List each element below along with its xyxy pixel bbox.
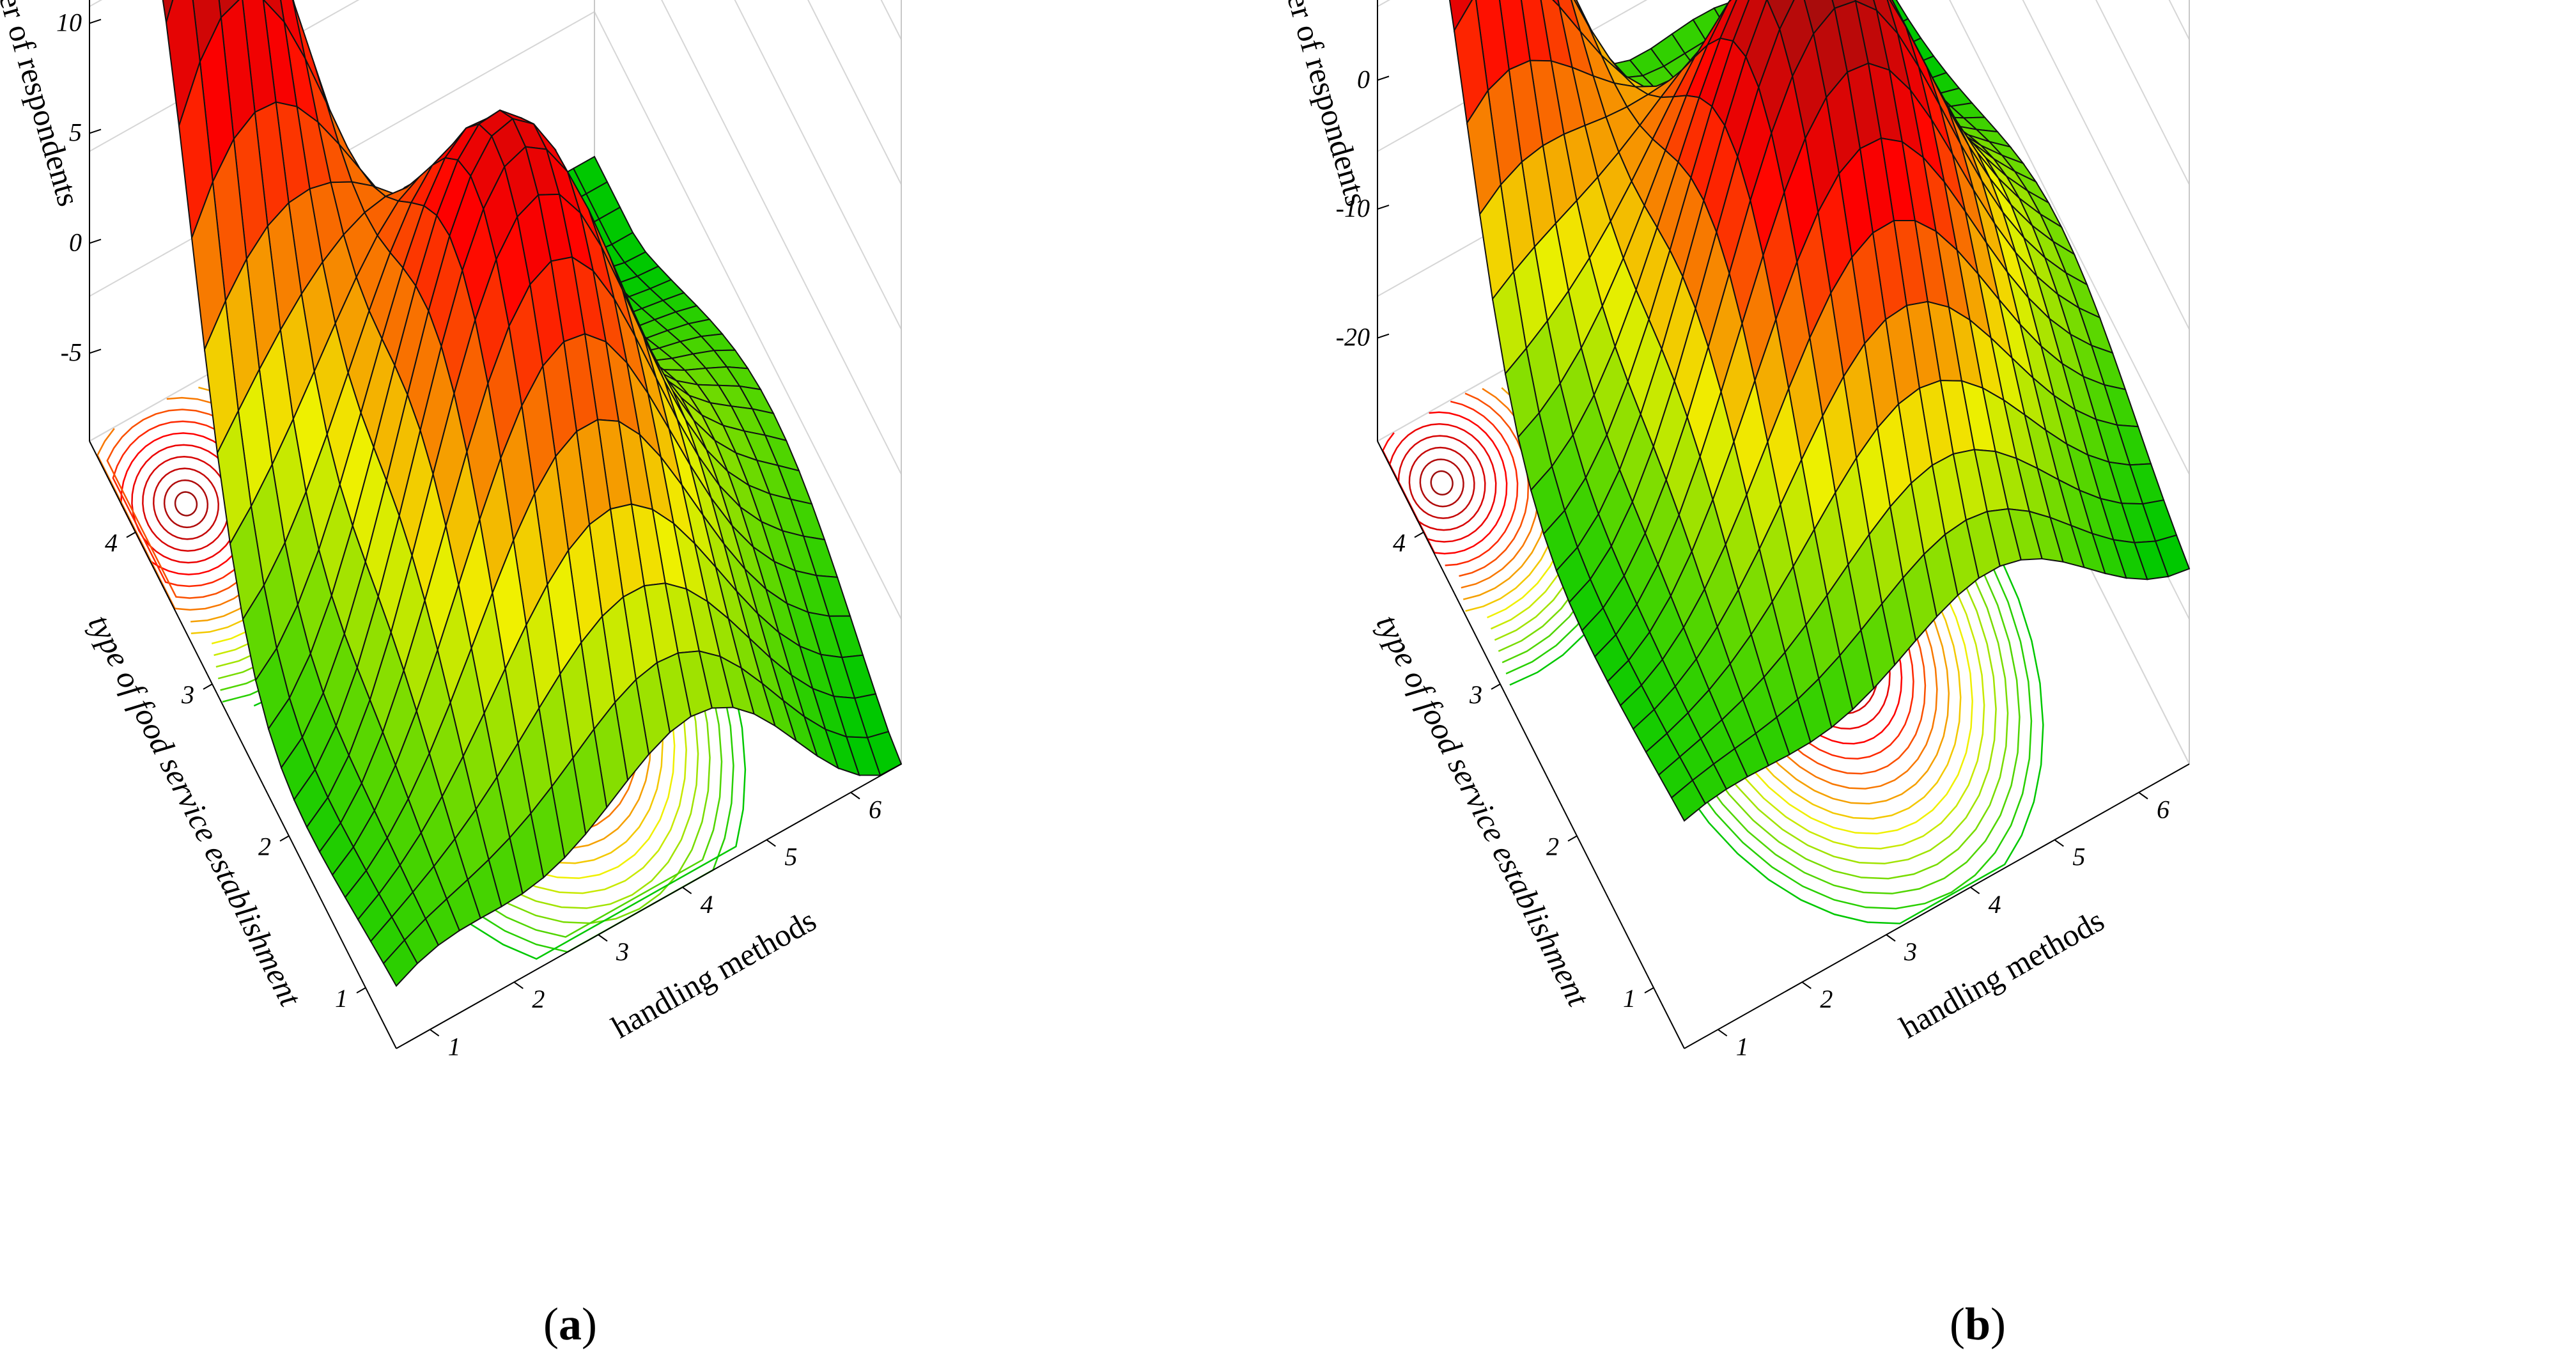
y-tick [598,934,608,942]
x-tick [279,835,290,842]
y-tick-label: 6 [2157,795,2169,824]
contour-line [1408,446,1475,519]
y-tick [766,839,776,847]
x-tick [203,683,213,690]
contour-line [131,444,241,564]
chart-panel-a: -505101520251234123456number of responde… [0,0,903,1350]
y-tick [682,887,692,894]
contour-line [153,467,219,540]
contour-line [1445,400,1519,566]
x-tick-label: 2 [1546,832,1559,861]
y-tick-label: 3 [616,937,629,966]
z-tick-label: -10 [1336,194,1370,222]
x-tick [356,987,366,994]
x-tick [126,531,136,538]
y-tick-label: 6 [869,795,881,824]
contour-line [1430,470,1454,496]
y-tick [1801,981,1812,989]
y-tick-label: 2 [1820,985,1833,1013]
x-tick-label: 3 [181,680,194,709]
surface-cell [1448,0,1473,33]
surface-plot-b: -20-1001020301234123456number of respond… [1288,0,2191,1061]
y-tick [850,791,860,800]
y-tick [1970,887,1980,894]
z-tick-label: 0 [69,228,82,256]
x-tick-label: 4 [105,529,118,557]
z-tick-label: -5 [61,338,82,366]
z-tick [89,19,102,24]
z-tick-label: 10 [56,8,82,36]
surface-cell [382,939,419,987]
x-tick-label: 1 [1623,984,1636,1013]
z-tick [89,238,102,244]
contour-line [174,491,198,517]
x-tick-label: 4 [1393,529,1406,557]
y-tick-label: 3 [1904,937,1917,966]
z-axis-title: number of respondents [1288,0,1375,210]
x-tick [1491,683,1501,690]
y-tick-label: 5 [784,843,797,871]
wall-grid-line [1377,0,2190,330]
y-tick [513,981,524,989]
x-tick-label: 1 [335,984,348,1013]
z-tick [89,129,102,134]
x-tick [1414,531,1424,538]
contour-line [1388,423,1497,543]
y-axis-line [396,763,902,1049]
panel-label-a: (a) [543,1298,597,1350]
y-tick [2054,839,2064,847]
chart-panel-b: -20-1001020301234123456number of respond… [1288,0,2576,1372]
y-tick-label: 1 [448,1032,461,1061]
panel-label-b: (b) [1950,1298,2006,1350]
contour-line [142,456,230,552]
z-tick [1377,333,1390,339]
y-tick [2138,791,2148,800]
x-axis-line [1377,440,1685,1049]
y-axis-title: handling methods [1893,902,2109,1045]
y-axis-title: handling methods [605,902,821,1045]
y-tick-label: 5 [2072,843,2085,871]
z-tick [89,348,102,354]
z-tick-label: 5 [69,118,82,146]
x-axis-title: type of food service establishment [1369,609,1597,1012]
contour-line [1459,393,1530,577]
y-tick-label: 1 [1736,1032,1749,1061]
z-tick-label: 0 [1357,65,1370,93]
y-tick [1886,934,1896,942]
contour-line [1381,411,1508,555]
z-tick [1377,205,1390,210]
surface-cell [162,0,174,23]
wall-grid-line [89,0,902,330]
surface-mesh [1448,0,2191,822]
x-tick-label: 2 [258,832,271,861]
x-tick-label: 3 [1469,680,1482,709]
contour-line [163,479,209,529]
z-tick-label: -20 [1336,323,1370,352]
y-tick [1718,1029,1728,1037]
y-axis-line [1684,763,2190,1049]
y-tick-label: 2 [532,985,545,1013]
y-tick-label: 4 [1989,890,2001,919]
surface-plot-a: -505101520251234123456number of responde… [0,0,903,1061]
x-tick [1644,987,1654,994]
surface-mesh [162,0,903,987]
surface-cell [1670,779,1707,822]
x-axis-line [89,440,397,1049]
y-tick-label: 4 [701,890,713,919]
contour-line [1419,458,1464,508]
contour-line [1397,435,1486,531]
y-tick [430,1029,440,1037]
x-tick [1567,835,1578,842]
z-tick [1377,75,1390,81]
